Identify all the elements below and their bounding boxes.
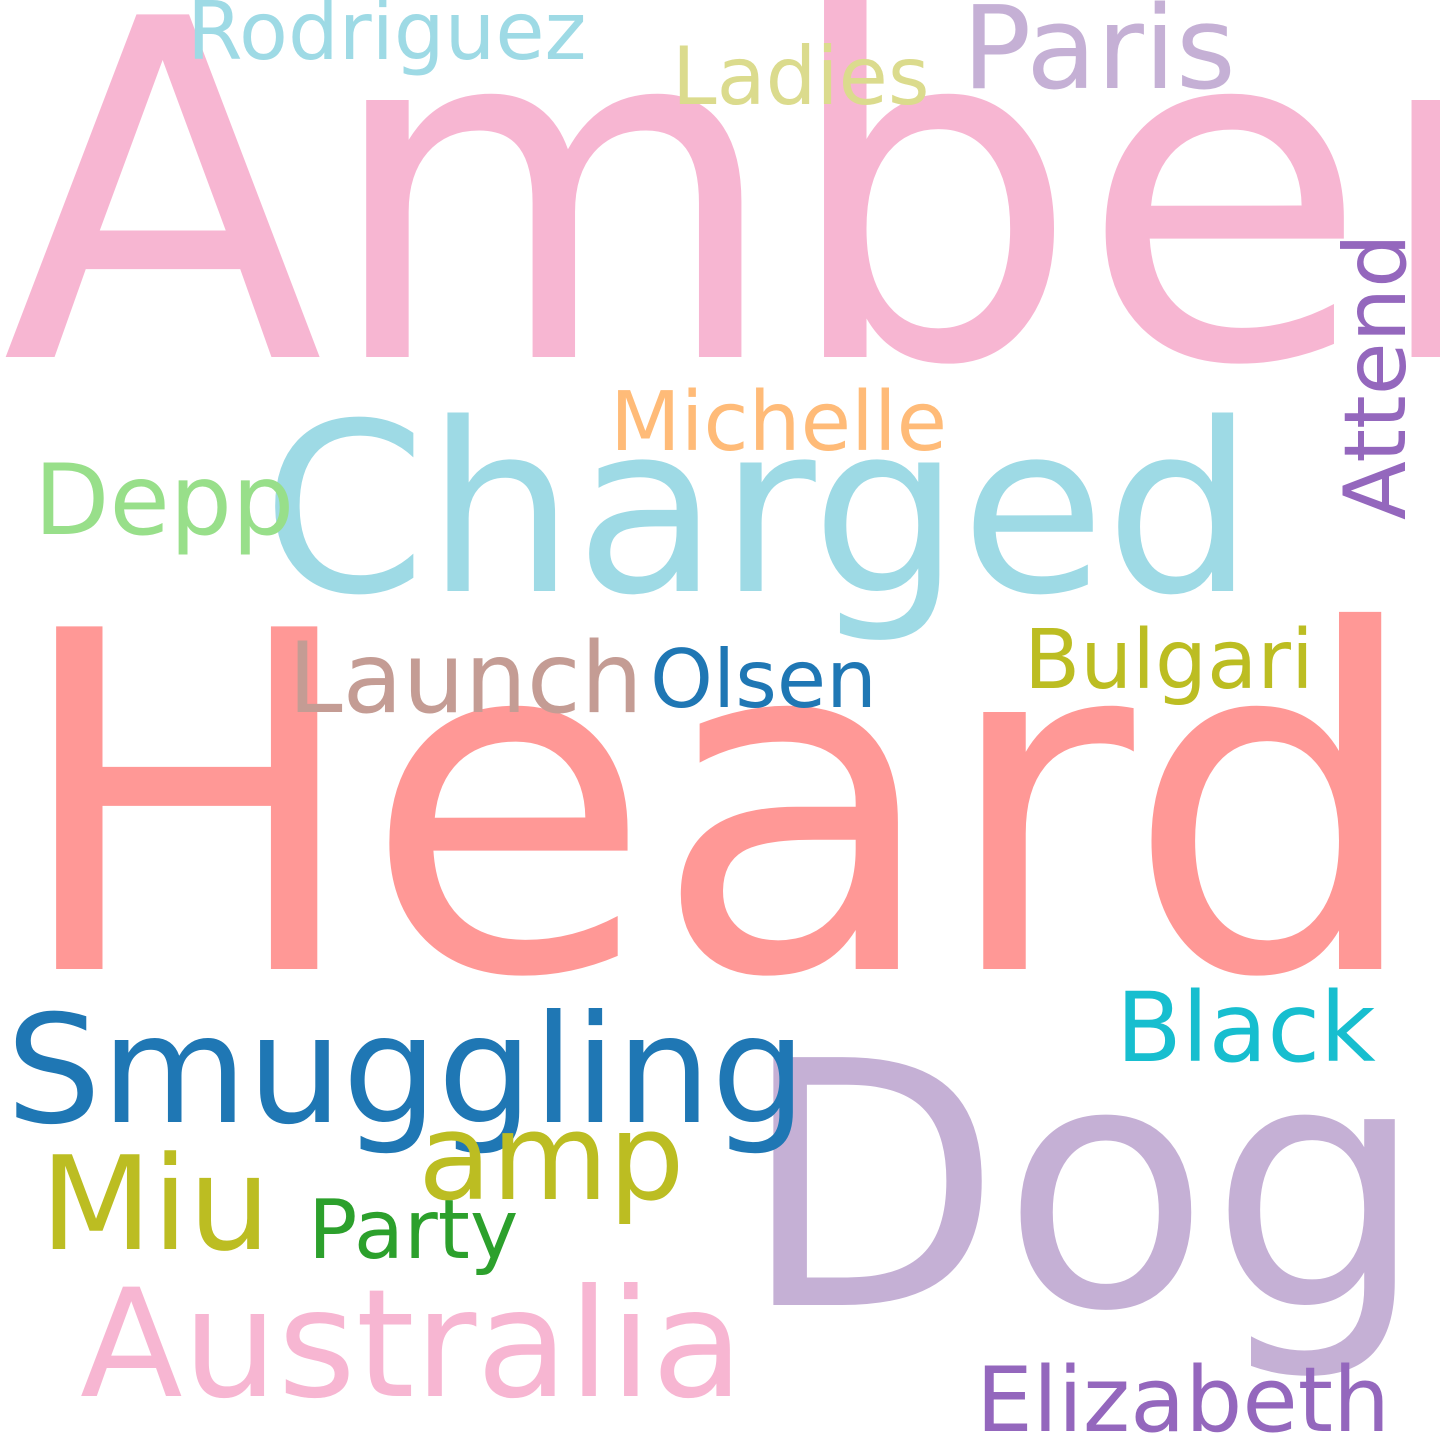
word-paris: Paris: [962, 0, 1236, 116]
word-elizabeth: Elizabeth: [976, 1348, 1391, 1440]
word-depp: Depp: [34, 444, 295, 558]
word-dog: Dog: [740, 990, 1426, 1386]
word-bulgari: Bulgari: [1024, 613, 1314, 708]
word-black: Black: [1116, 972, 1376, 1084]
word-launch: Launch: [288, 622, 643, 736]
word-olsen: Olsen: [650, 633, 877, 726]
word-amber: Amber: [2, 0, 1440, 468]
word-rodriguez: Rodriguez: [187, 0, 587, 78]
word-party: Party: [308, 1183, 519, 1278]
word-charged: Charged: [262, 374, 1255, 647]
word-amp: amp: [418, 1089, 685, 1228]
word-australia: Australia: [80, 1258, 744, 1432]
word-miu: Miu: [40, 1128, 271, 1280]
word-ladies: Ladies: [672, 30, 930, 123]
word-heard: Heard: [10, 533, 1424, 1080]
word-michelle: Michelle: [610, 375, 948, 470]
word-attend: Attend: [1326, 233, 1426, 520]
word-smuggling: Smuggling: [6, 984, 807, 1158]
